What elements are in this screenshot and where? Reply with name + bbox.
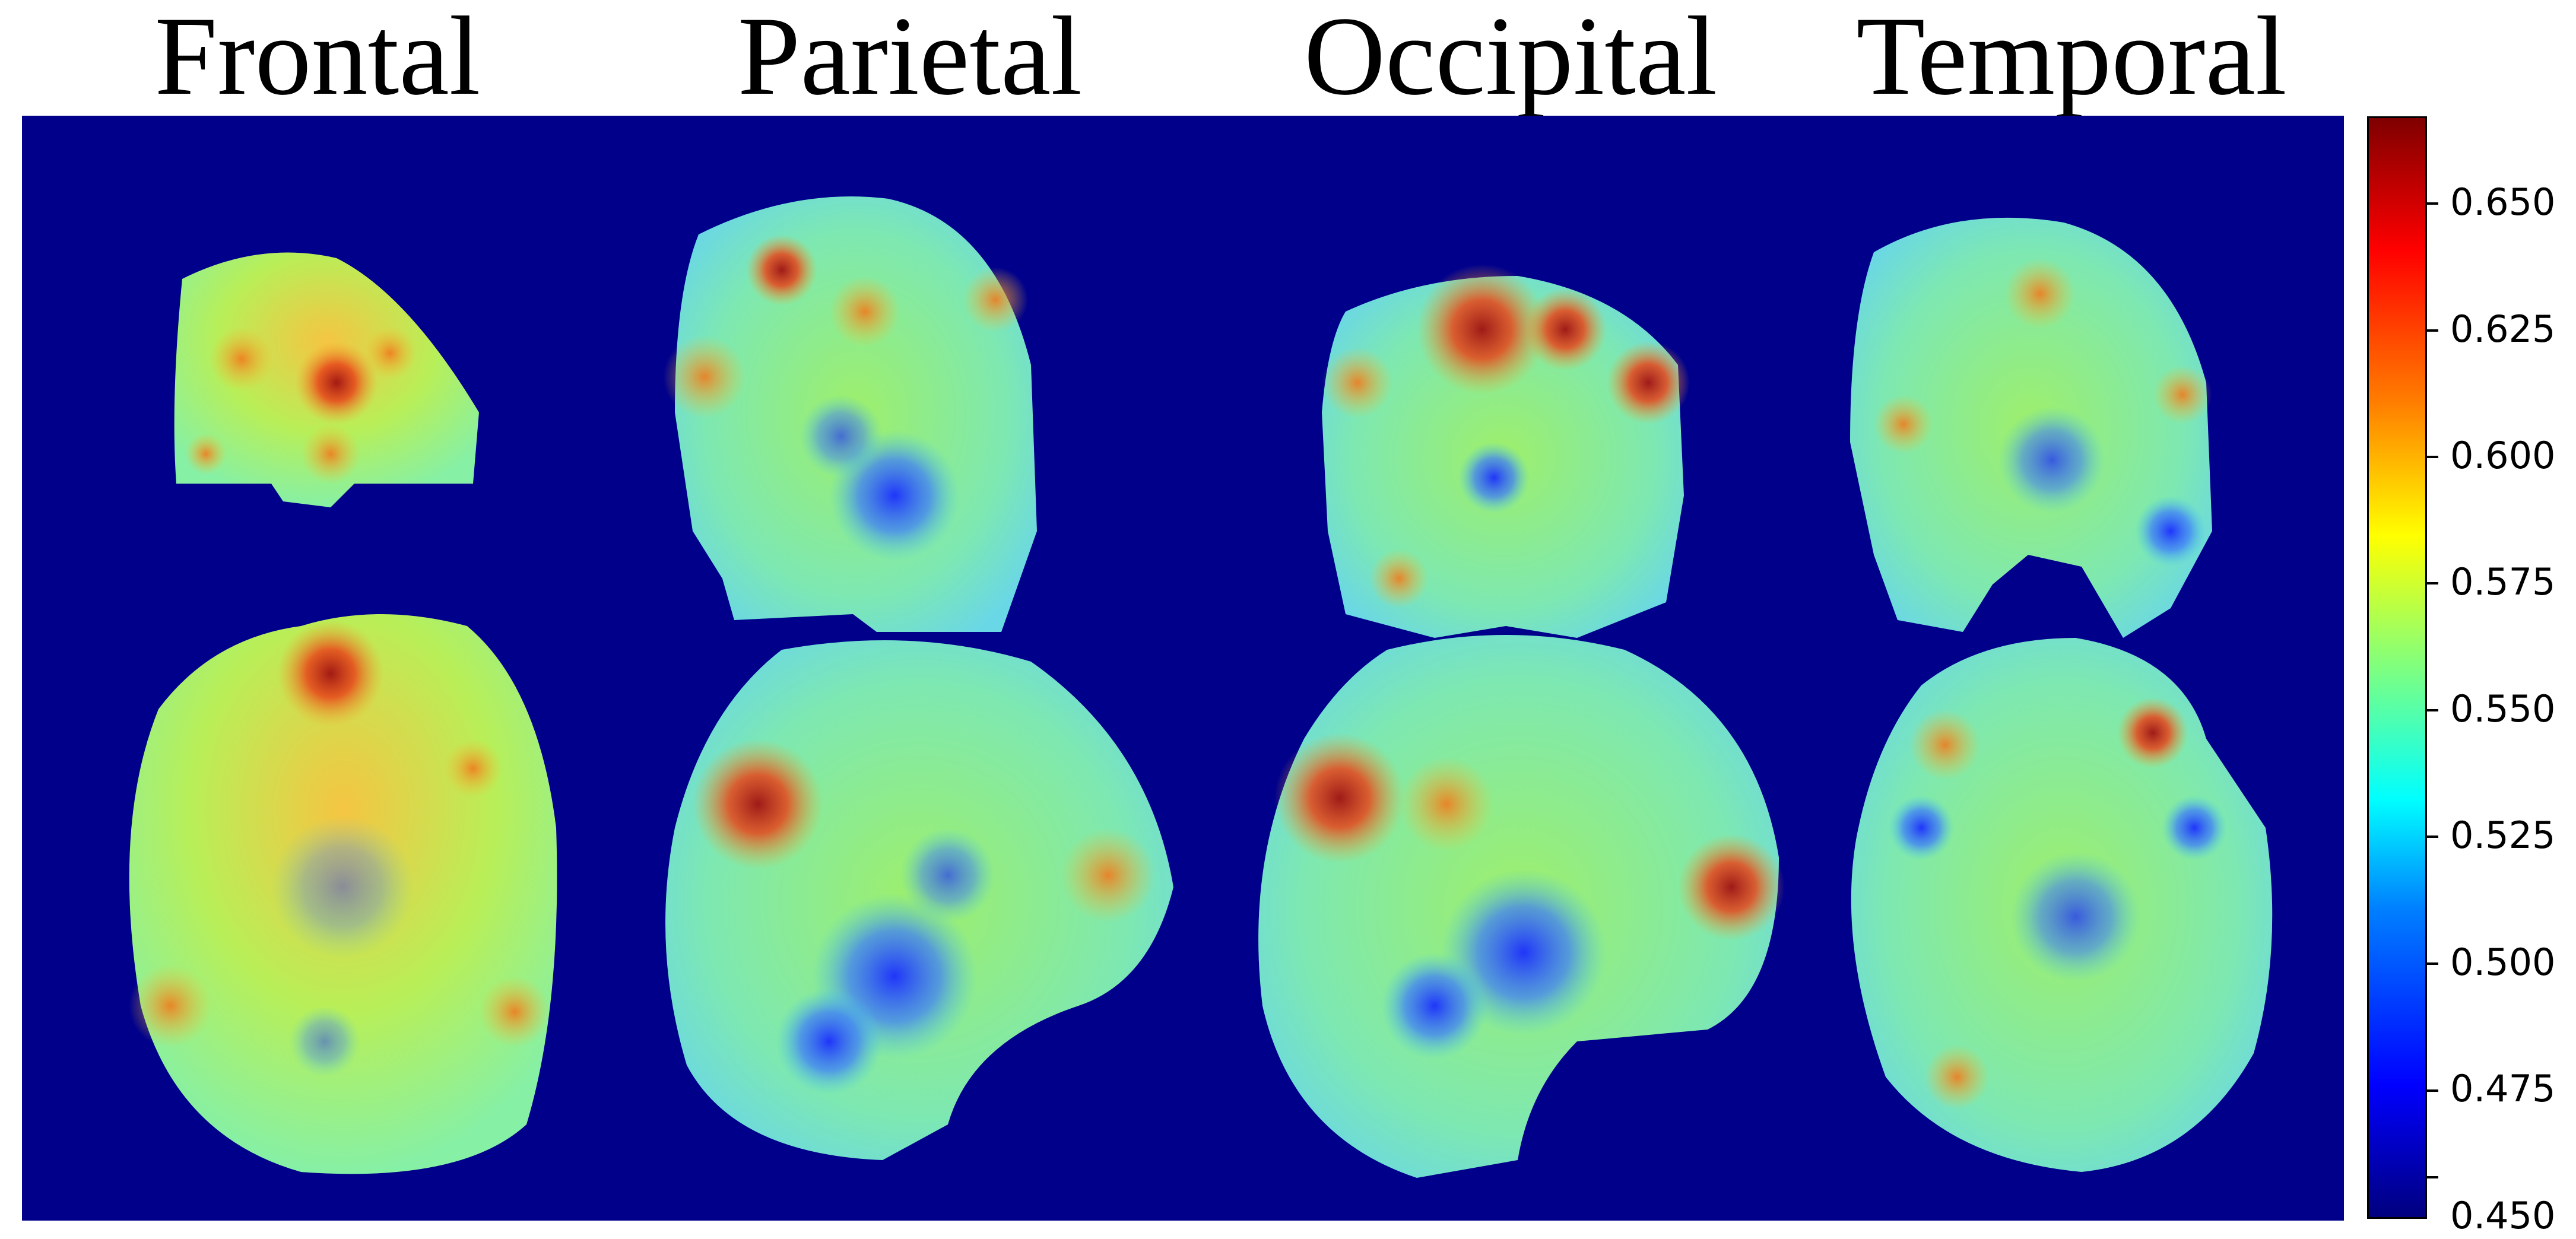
parietal-sagittal-slice — [665, 640, 1173, 1160]
colorbar-tick-label: 0.500 — [2450, 941, 2556, 984]
colorbar-tick-label: 0.550 — [2450, 687, 2556, 730]
temporal-axial-slice — [1851, 638, 2273, 1172]
title-occipital: Occipital — [1303, 0, 1718, 119]
frontal-coronal-slice — [174, 252, 480, 507]
title-temporal: Temporal — [1856, 0, 2287, 119]
colorbar-tick — [2425, 1176, 2438, 1178]
colorbar-tick-label: 0.600 — [2450, 434, 2556, 477]
colorbar-tick-label: 0.525 — [2450, 814, 2556, 857]
colorbar-tick-label: 0.475 — [2450, 1067, 2556, 1110]
brain-maps-panel — [22, 116, 2344, 1221]
title-frontal: Frontal — [154, 0, 481, 119]
colorbar-tick — [2425, 202, 2438, 205]
temporal-coronal-slice — [1850, 217, 2212, 638]
brain-slices — [129, 196, 2273, 1178]
colorbar-tick — [2425, 1089, 2438, 1092]
colorbar-tick — [2425, 835, 2438, 838]
parietal-coronal-slice — [663, 196, 1037, 632]
colorbar-tick — [2425, 456, 2438, 458]
colorbar-tick — [2425, 962, 2438, 965]
occipital-coronal-slice — [1322, 264, 1690, 638]
region-titles: Frontal Parietal Occipital Temporal — [0, 0, 2374, 113]
occipital-sagittal-slice — [1258, 635, 1785, 1178]
title-parietal: Parietal — [737, 0, 1083, 119]
colorbar-tick — [2425, 329, 2438, 332]
colorbar-tick-label: 0.650 — [2450, 180, 2556, 224]
colorbar-tick-label: 0.625 — [2450, 307, 2556, 351]
colorbar — [2367, 116, 2427, 1219]
colorbar-tick — [2425, 709, 2438, 711]
colorbar-tick — [2425, 582, 2438, 584]
colorbar-tick-label: 0.450 — [2450, 1194, 2556, 1237]
colorbar-tick-label: 0.575 — [2450, 560, 2556, 603]
frontal-axial-slice — [129, 614, 557, 1174]
